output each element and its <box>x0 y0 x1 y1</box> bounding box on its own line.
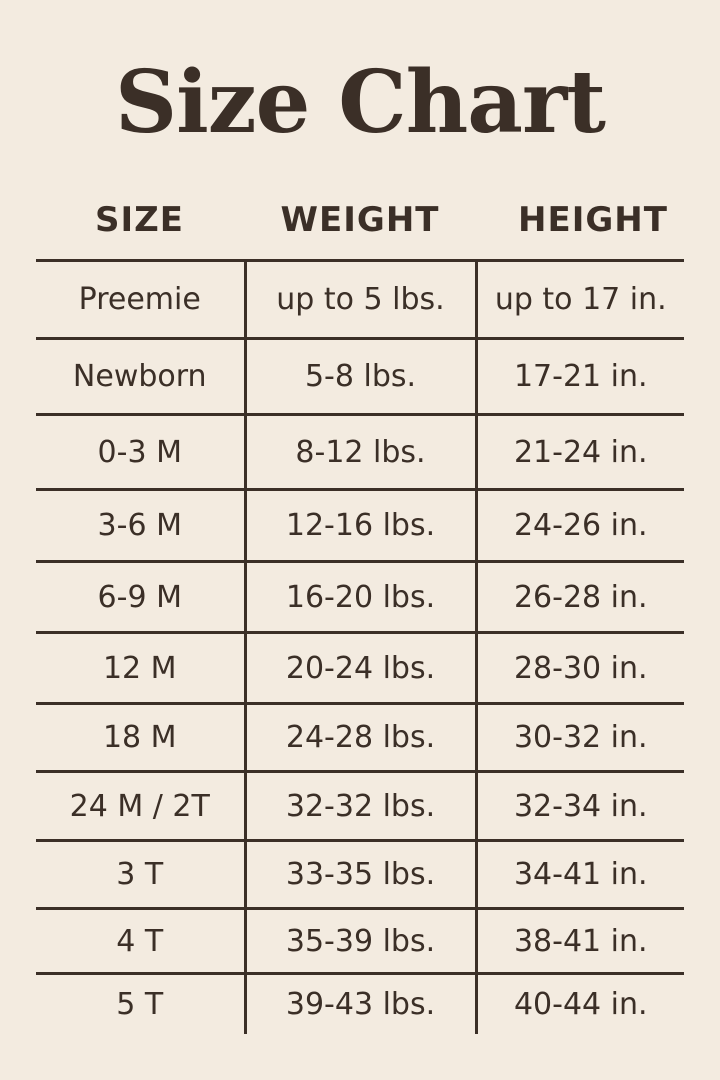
page-title: Size Chart <box>114 52 606 153</box>
cell-weight: up to 5 lbs. <box>245 259 478 339</box>
table-row: 18 M 24-28 lbs. 30-32 in. <box>36 702 684 772</box>
cell-height: 24-26 in. <box>476 488 684 562</box>
cell-size: Preemie <box>36 259 247 339</box>
column-header-height: HEIGHT <box>518 200 668 240</box>
cell-weight: 33-35 lbs. <box>245 839 478 909</box>
cell-size: 3 T <box>36 839 247 909</box>
cell-height: 30-32 in. <box>476 702 684 772</box>
cell-height: 17-21 in. <box>476 337 684 415</box>
cell-size: 4 T <box>36 907 247 974</box>
table-row: 3-6 M 12-16 lbs. 24-26 in. <box>36 488 684 562</box>
cell-height: 40-44 in. <box>476 972 684 1034</box>
cell-weight: 32-32 lbs. <box>245 770 478 841</box>
cell-size: Newborn <box>36 337 247 415</box>
cell-size: 0-3 M <box>36 413 247 490</box>
cell-weight: 39-43 lbs. <box>245 972 478 1034</box>
column-header-size: SIZE <box>94 200 185 240</box>
table-row: 12 M 20-24 lbs. 28-30 in. <box>36 631 684 704</box>
cell-weight: 5-8 lbs. <box>245 337 478 415</box>
cell-height: 26-28 in. <box>476 560 684 633</box>
table-row: 5 T 39-43 lbs. 40-44 in. <box>36 972 684 1034</box>
cell-height: up to 17 in. <box>476 259 684 339</box>
table-row: 0-3 M 8-12 lbs. 21-24 in. <box>36 413 684 490</box>
table-row: Newborn 5-8 lbs. 17-21 in. <box>36 337 684 415</box>
cell-weight: 16-20 lbs. <box>245 560 478 633</box>
cell-weight: 12-16 lbs. <box>245 488 478 562</box>
table-row: 24 M / 2T 32-32 lbs. 32-34 in. <box>36 770 684 841</box>
cell-size: 6-9 M <box>36 560 247 633</box>
cell-size: 3-6 M <box>36 488 247 562</box>
cell-weight: 35-39 lbs. <box>245 907 478 974</box>
size-table: Preemie up to 5 lbs. up to 17 in. Newborn 5-… <box>36 259 684 1034</box>
table-row: 4 T 35-39 lbs. 38-41 in. <box>36 907 684 974</box>
column-header-weight: WEIGHT <box>280 200 440 240</box>
cell-height: 34-41 in. <box>476 839 684 909</box>
table-row: 6-9 M 16-20 lbs. 26-28 in. <box>36 560 684 633</box>
cell-size: 5 T <box>36 972 247 1034</box>
cell-size: 18 M <box>36 702 247 772</box>
cell-height: 38-41 in. <box>476 907 684 974</box>
cell-height: 21-24 in. <box>476 413 684 490</box>
cell-size: 12 M <box>36 631 247 704</box>
cell-weight: 8-12 lbs. <box>245 413 478 490</box>
table-row: Preemie up to 5 lbs. up to 17 in. <box>36 259 684 339</box>
cell-height: 32-34 in. <box>476 770 684 841</box>
table-row: 3 T 33-35 lbs. 34-41 in. <box>36 839 684 909</box>
cell-weight: 20-24 lbs. <box>245 631 478 704</box>
cell-size: 24 M / 2T <box>36 770 247 841</box>
cell-height: 28-30 in. <box>476 631 684 704</box>
cell-weight: 24-28 lbs. <box>245 702 478 772</box>
